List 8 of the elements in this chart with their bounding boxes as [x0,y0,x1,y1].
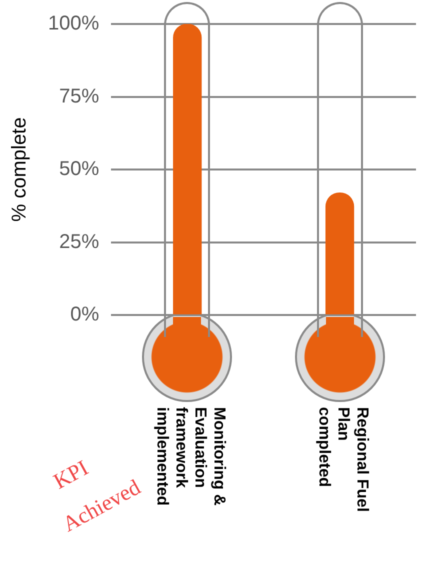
x-tick-label: Regional Fuel Plan completed [315,407,370,512]
y-tick-label: 75% [59,85,100,108]
y-tick-label: 50% [59,158,100,180]
y-tick-label: 100% [48,12,100,35]
y-tick-label: 25% [59,230,100,253]
y-axis-title: % complete [8,117,31,222]
x-tick-label: Monitoring & Evaluation framework implemented [153,407,228,506]
y-tick-label: 0% [70,304,100,326]
